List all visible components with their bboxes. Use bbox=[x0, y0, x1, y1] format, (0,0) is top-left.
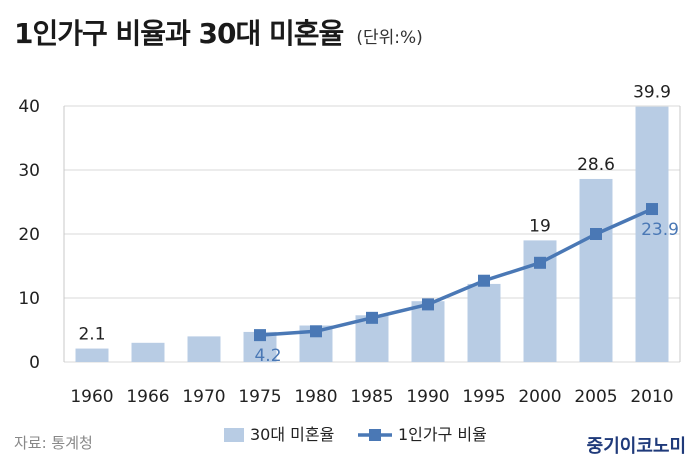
brand-logo: 중기이코노미 bbox=[586, 436, 686, 457]
x-tick-label: 1985 bbox=[350, 387, 393, 407]
x-tick-label: 1960 bbox=[70, 387, 113, 407]
bar bbox=[75, 348, 109, 362]
source-note: 자료: 통계청 bbox=[14, 434, 93, 452]
bar-data-label: 2.1 bbox=[78, 325, 105, 345]
x-tick-label: 1970 bbox=[182, 387, 225, 407]
line-point bbox=[366, 311, 378, 324]
legend-label: 30대 미혼율 bbox=[250, 425, 334, 444]
x-tick-label: 2005 bbox=[574, 387, 617, 407]
x-tick-label: 1990 bbox=[406, 387, 449, 407]
bar bbox=[635, 106, 669, 362]
line-point bbox=[590, 228, 602, 240]
bar-data-label: 19 bbox=[529, 216, 551, 236]
line-data-label: 4.2 bbox=[254, 346, 281, 366]
bar-data-label: 28.6 bbox=[577, 155, 615, 175]
y-tick-label: 40 bbox=[18, 97, 40, 117]
bar-data-label: 39.9 bbox=[633, 83, 671, 103]
line-point bbox=[534, 256, 546, 269]
x-tick-label: 1995 bbox=[462, 387, 505, 407]
line-point bbox=[646, 203, 658, 216]
legend-label: 1인가구 비율 bbox=[398, 425, 487, 444]
line-point bbox=[478, 274, 490, 287]
chart-header: 1인가구 비율과 30대 미혼율 (단위:%) bbox=[14, 12, 423, 52]
y-tick-label: 0 bbox=[29, 353, 40, 373]
chart-title: 1인가구 비율과 30대 미혼율 bbox=[14, 17, 344, 50]
bar bbox=[187, 336, 221, 362]
line-point bbox=[310, 325, 322, 338]
x-tick-label: 2010 bbox=[630, 387, 673, 407]
legend-marker bbox=[369, 429, 381, 441]
bar bbox=[467, 283, 501, 362]
series-line bbox=[259, 207, 653, 337]
legend-bar-swatch bbox=[224, 428, 244, 442]
bar bbox=[411, 301, 445, 362]
unit-label: (단위:%) bbox=[356, 28, 423, 48]
y-tick-label: 20 bbox=[18, 225, 40, 245]
x-tick-label: 2000 bbox=[518, 387, 561, 407]
x-tick-label: 1975 bbox=[238, 387, 281, 407]
x-tick-label: 1980 bbox=[294, 387, 337, 407]
line-point bbox=[422, 298, 434, 311]
bar bbox=[131, 342, 165, 362]
y-tick-label: 10 bbox=[18, 289, 40, 309]
line-point bbox=[254, 329, 266, 342]
x-tick-label: 1966 bbox=[126, 387, 169, 407]
bar bbox=[579, 178, 613, 362]
line-data-label: 23.9 bbox=[641, 220, 679, 240]
y-tick-label: 30 bbox=[18, 161, 40, 181]
